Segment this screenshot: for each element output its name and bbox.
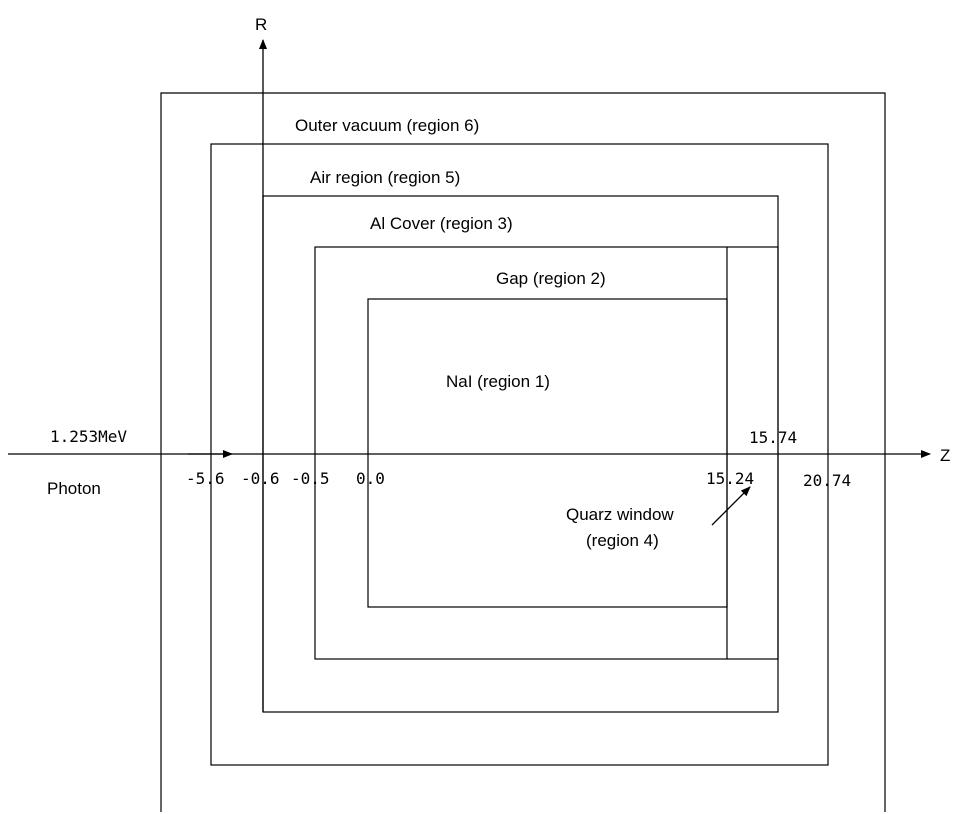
region-2-label: Gap (region 2): [496, 269, 606, 288]
quartz-pointer-arrow: [711, 486, 751, 526]
region-3-label: Al Cover (region 3): [370, 214, 513, 233]
nai-crystal: [367, 298, 728, 608]
region-4-label-line1: Quarz window: [566, 505, 674, 524]
z-tick-label: 15.24: [706, 469, 754, 488]
region-4-label-line2: (region 4): [586, 531, 659, 550]
r-axis-label: R: [255, 15, 267, 34]
region-6-label: Outer vacuum (region 6): [295, 116, 479, 135]
z-tick-label: 20.74: [803, 471, 851, 490]
z-tick-label: -5.6: [186, 469, 225, 488]
photon-label: Photon: [47, 479, 101, 498]
z-axis-label: Z: [940, 446, 950, 465]
z-tick-label: 0.0: [356, 469, 385, 488]
z-tick-label: 15.74: [749, 428, 797, 447]
outer-boundary: [160, 92, 886, 812]
region-3-boundary: [314, 246, 779, 660]
z-tick-label: -0.5: [291, 469, 330, 488]
region-5-label: Air region (region 5): [310, 168, 460, 187]
photon-energy-label: 1.253MeV: [50, 427, 127, 446]
z-tick-label: -0.6: [241, 469, 280, 488]
region-1-label: NaI (region 1): [446, 372, 550, 391]
